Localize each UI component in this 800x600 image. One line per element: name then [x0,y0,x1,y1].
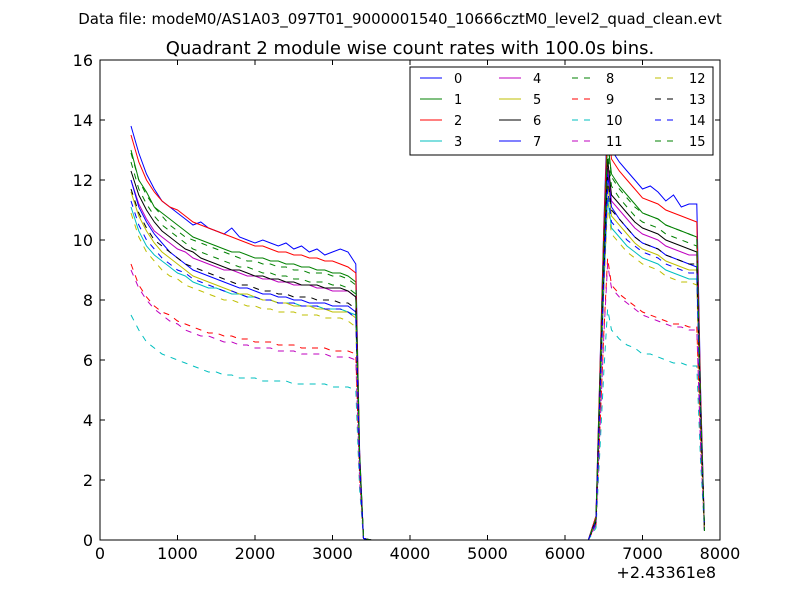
x-tick-label: 7000 [622,544,663,563]
legend-label-10: 10 [606,114,623,129]
legend-frame [409,66,714,156]
legend-label-5: 5 [533,93,541,108]
x-tick-label: 2000 [235,544,276,563]
series-line-8 [130,149,705,541]
legend-label-13: 13 [689,93,706,108]
legend-label-4: 4 [533,72,541,87]
x-tick-label: 8000 [700,544,741,563]
legend-label-9: 9 [606,93,614,108]
legend-label-3: 3 [454,135,462,150]
y-tick-label: 4 [83,411,93,430]
y-tick-label: 2 [83,471,93,490]
series-line-4 [130,167,705,541]
x-tick-label: 1000 [157,544,198,563]
y-tick-label: 14 [73,111,93,130]
legend-label-7: 7 [533,135,541,150]
x-tick-label: 3000 [312,544,353,563]
series-line-0 [130,110,705,541]
y-tick-label: 6 [83,351,93,370]
chart-title: Quadrant 2 module wise count rates with … [166,38,655,59]
series-line-6 [130,158,705,541]
axis-ticks: 0 1000 2000 3000 4000 5000 6000 7000 80000246810… [73,51,741,563]
legend-label-1: 1 [454,93,462,108]
series-line-7 [130,173,705,541]
series-line-14 [130,188,705,541]
x-tick-label: 6000 [545,544,586,563]
y-tick-label: 10 [73,231,93,250]
legend-label-15: 15 [689,135,706,150]
plot-area [130,110,705,541]
series-line-13 [130,176,705,541]
y-tick-label: 0 [83,531,93,550]
legend-label-2: 2 [454,114,462,129]
legend-label-12: 12 [689,72,706,87]
legend-label-8: 8 [606,72,614,87]
legend-label-11: 11 [606,135,623,150]
y-tick-label: 8 [83,291,93,310]
x-tick-label: 0 [95,544,105,563]
x-tick-label: 5000 [467,544,508,563]
series-line-11 [130,263,705,541]
x-tick-label: 4000 [390,544,431,563]
series-line-9 [130,257,705,541]
series-line-10 [130,308,705,541]
y-tick-label: 16 [73,51,93,70]
legend-label-6: 6 [533,114,541,129]
legend-label-0: 0 [454,72,462,87]
legend-label-14: 14 [689,114,706,129]
series-line-2 [130,122,705,541]
x-offset-label: +2.43361e8 [616,563,716,582]
series-line-1 [130,140,705,541]
y-tick-label: 12 [73,171,93,190]
series-line-12 [130,203,705,541]
series-line-5 [130,182,705,541]
file-suptitle: Data file: modeM0/AS1A03_097T01_90000015… [78,10,722,29]
